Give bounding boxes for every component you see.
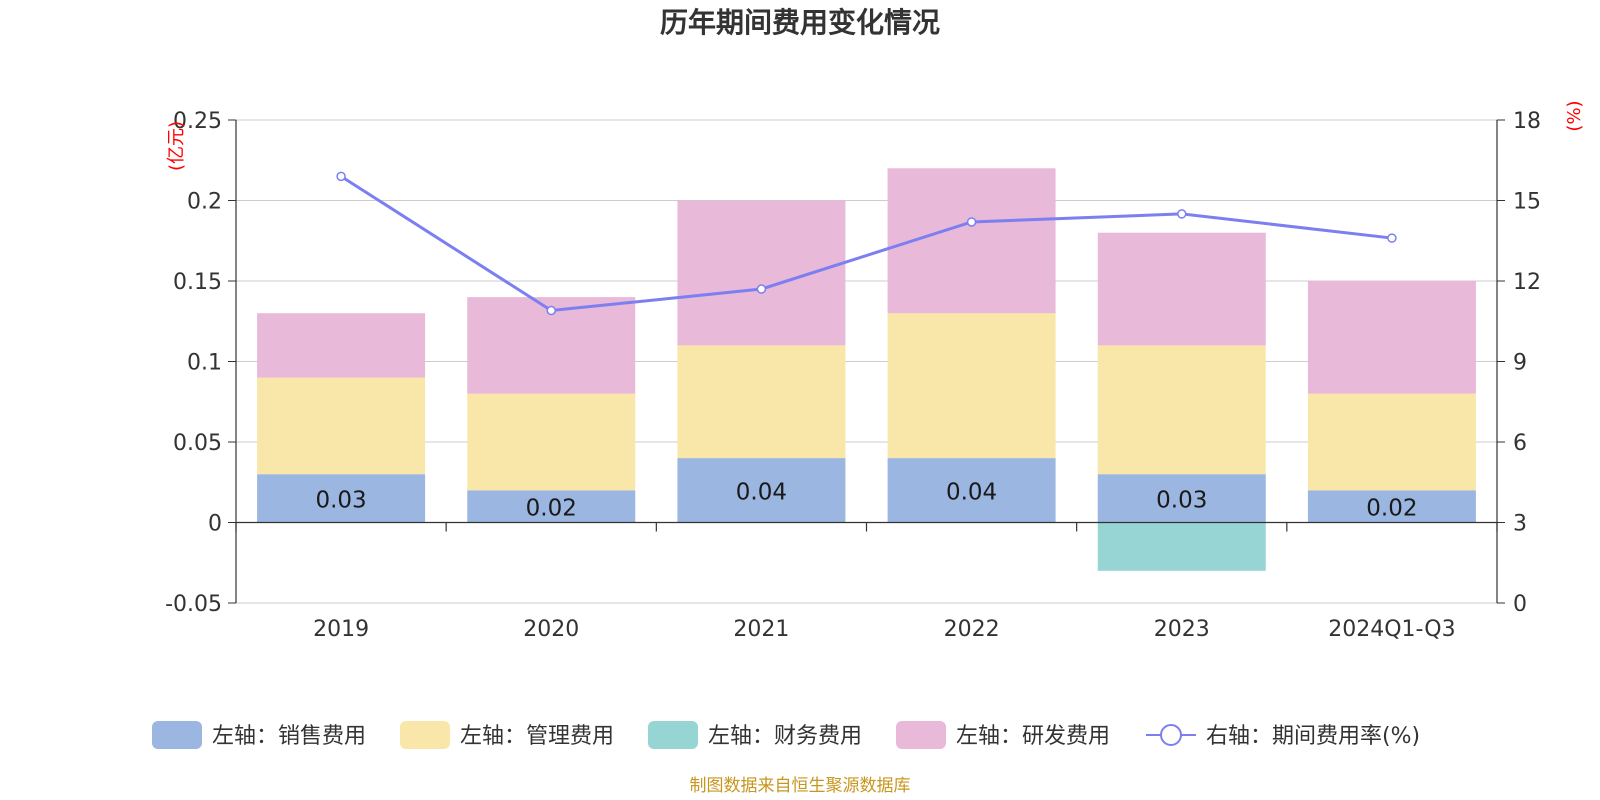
left-tick-label: 0.1	[187, 351, 222, 376]
right-tick-label: 0	[1513, 592, 1527, 617]
bar-value-label: 0.04	[736, 479, 787, 505]
bar-segment	[1097, 474, 1266, 523]
bar-segment	[1097, 345, 1266, 475]
legend: 左轴：销售费用 左轴：管理费用 左轴：财务费用 左轴：研发费用 右轴：期间费用率(%)	[152, 721, 1420, 749]
rate-point	[1387, 233, 1397, 243]
right-tick-label: 18	[1513, 109, 1541, 134]
category-label: 2020	[523, 617, 579, 642]
rate-line	[336, 171, 1397, 316]
category-label: 2022	[944, 617, 1000, 642]
legend-swatch	[648, 721, 698, 749]
legend-swatch	[896, 721, 946, 749]
legend-label: 左轴：研发费用	[956, 724, 1110, 749]
legend-marker	[1160, 724, 1182, 746]
bar-value-label: 0.03	[1156, 487, 1207, 513]
legend-label: 左轴：财务费用	[708, 724, 862, 749]
chart-title: 历年期间费用变化情况	[660, 6, 940, 39]
left-tick-label: 0.2	[187, 190, 222, 215]
bar-segment	[467, 490, 636, 523]
rate-line-path	[340, 175, 1393, 313]
left-tick-label: 0.15	[173, 270, 222, 295]
bar-segment	[1097, 522, 1266, 571]
legend-swatch	[152, 721, 202, 749]
right-tick-label: 6	[1513, 431, 1527, 456]
bar-segment	[1307, 393, 1476, 491]
bar-segment	[887, 458, 1056, 523]
rate-point	[336, 171, 346, 182]
bar-segment	[467, 393, 636, 491]
bar-segment	[257, 377, 426, 475]
axes: 0.25 0.2 0.15 0.1 0.05 0 -0.05 18 15 12 9 6 3 0 2019 20…	[165, 100, 1585, 642]
legend-label: 左轴：销售费用	[212, 724, 366, 749]
grid-lines	[236, 119, 1497, 604]
left-tick-label: 0	[208, 512, 222, 537]
bar-segment	[677, 200, 846, 346]
rate-point	[546, 305, 556, 316]
bars	[257, 168, 1476, 571]
legend-label: 右轴：期间费用率(%)	[1206, 724, 1420, 749]
source-note: 制图数据来自恒生聚源数据库	[690, 776, 911, 796]
bar-segment	[677, 345, 846, 459]
right-tick-label: 9	[1513, 351, 1527, 376]
bar-segment	[257, 313, 426, 378]
category-label: 2019	[313, 617, 369, 642]
bar-segment	[1097, 232, 1266, 346]
bar-segment	[887, 313, 1056, 459]
category-label: 2023	[1154, 617, 1210, 642]
legend-label: 左轴：管理费用	[460, 724, 614, 749]
right-tick-label: 3	[1513, 512, 1527, 537]
bar-value-label: 0.03	[315, 487, 366, 513]
rate-point	[756, 284, 767, 294]
bar-segment	[1307, 490, 1476, 523]
left-tick-label: -0.05	[165, 592, 222, 617]
category-label: 2021	[733, 617, 789, 642]
bar-segment	[677, 458, 846, 523]
bar-value-label: 0.04	[946, 479, 997, 505]
bar-value-label: 0.02	[1366, 495, 1417, 521]
bar-segment	[257, 474, 426, 523]
right-axis-unit: (%)	[1564, 100, 1585, 131]
bar-labels: 0.03 0.02 0.04 0.04 0.03 0.02	[315, 479, 1417, 521]
legend-swatch	[400, 721, 450, 749]
bar-segment	[1307, 281, 1476, 394]
bar-value-label: 0.02	[526, 495, 577, 521]
left-tick-label: 0.05	[173, 431, 222, 456]
left-tick-label: 0.25	[173, 109, 222, 134]
rate-point	[966, 217, 977, 227]
rate-point	[1177, 209, 1187, 219]
category-label: 2024Q1-Q3	[1328, 617, 1455, 642]
right-tick-label: 15	[1513, 190, 1541, 215]
left-axis-unit: (亿元)	[166, 121, 187, 171]
right-tick-label: 12	[1513, 270, 1541, 295]
